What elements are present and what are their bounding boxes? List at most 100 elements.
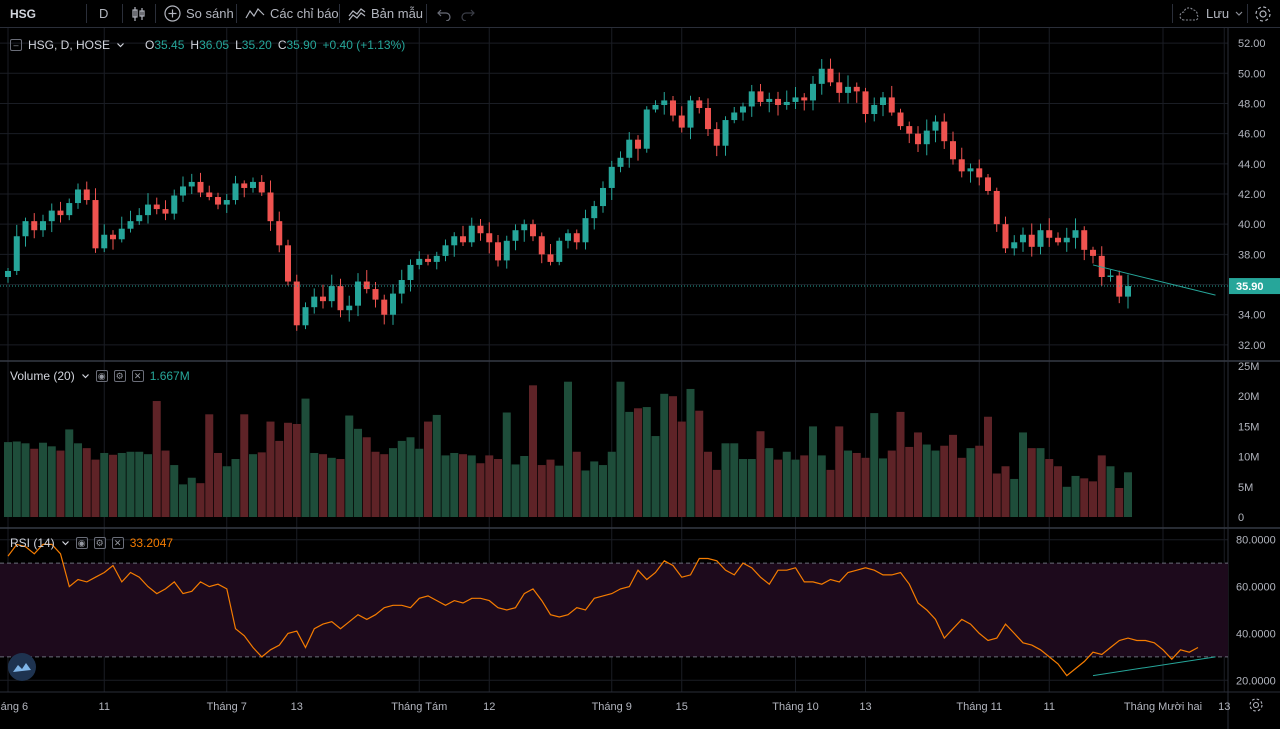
candle-body[interactable] xyxy=(145,204,151,216)
candle-body[interactable] xyxy=(1107,275,1114,277)
indicators-button[interactable]: Các chỉ báo xyxy=(245,0,339,27)
volume-bar[interactable] xyxy=(756,431,765,517)
volume-bar[interactable] xyxy=(205,414,214,517)
candle-body[interactable] xyxy=(83,189,90,201)
candle-body[interactable] xyxy=(66,203,73,216)
volume-bar[interactable] xyxy=(214,452,222,517)
candle-body[interactable] xyxy=(985,177,991,191)
volume-bar[interactable] xyxy=(1071,475,1080,517)
candle-body[interactable] xyxy=(678,115,685,128)
volume-bar[interactable] xyxy=(135,451,144,517)
volume-bar[interactable] xyxy=(485,455,494,517)
volume-bar[interactable] xyxy=(852,452,861,517)
candle-body[interactable] xyxy=(258,181,265,193)
volume-bar[interactable] xyxy=(1054,466,1062,517)
candle-body[interactable] xyxy=(407,264,414,281)
volume-bar[interactable] xyxy=(415,448,424,517)
candle-body[interactable] xyxy=(293,281,300,326)
chevron-down-icon[interactable] xyxy=(116,42,125,49)
candle-body[interactable] xyxy=(1037,230,1044,247)
candle-body[interactable] xyxy=(731,112,738,121)
volume-bar[interactable] xyxy=(669,396,677,517)
volume-bar[interactable] xyxy=(126,451,135,517)
chevron-down-icon[interactable] xyxy=(61,540,70,547)
rsi-title[interactable]: RSI (14) xyxy=(10,536,55,550)
candle-body[interactable] xyxy=(740,106,746,113)
candle-body[interactable] xyxy=(783,101,790,105)
volume-bar[interactable] xyxy=(511,464,520,517)
candle-body[interactable] xyxy=(267,192,274,222)
candle-body[interactable] xyxy=(687,100,694,128)
candle-body[interactable] xyxy=(1125,286,1131,297)
candle-body[interactable] xyxy=(722,120,729,146)
volume-bar[interactable] xyxy=(555,465,564,517)
candle-body[interactable] xyxy=(381,299,388,315)
settings-button[interactable] xyxy=(1254,0,1272,27)
candle-body[interactable] xyxy=(1028,234,1035,247)
volume-bar[interactable] xyxy=(922,444,931,517)
volume-bar[interactable] xyxy=(1001,466,1010,517)
trend-line[interactable] xyxy=(1092,264,1216,296)
volume-bar[interactable] xyxy=(817,455,826,517)
volume-bar[interactable] xyxy=(861,457,870,517)
candle-body[interactable] xyxy=(565,233,571,241)
candle-body[interactable] xyxy=(355,281,361,306)
volume-bar[interactable] xyxy=(65,429,74,517)
candle-body[interactable] xyxy=(92,200,99,249)
candle-body[interactable] xyxy=(337,286,344,311)
gear-icon[interactable]: ⚙ xyxy=(93,537,106,549)
candle-body[interactable] xyxy=(853,86,860,92)
candle-body[interactable] xyxy=(390,293,396,315)
gear-icon[interactable]: ⚙ xyxy=(113,370,126,382)
candle-body[interactable] xyxy=(836,82,843,93)
volume-bar[interactable] xyxy=(170,465,179,517)
candle-body[interactable] xyxy=(775,98,781,105)
volume-bar[interactable] xyxy=(529,385,537,517)
volume-bar[interactable] xyxy=(616,381,625,517)
volume-bar[interactable] xyxy=(695,410,704,517)
volume-bar[interactable] xyxy=(91,459,100,517)
tradingview-logo-icon[interactable] xyxy=(7,652,37,682)
candle-body[interactable] xyxy=(897,112,904,127)
candle-body[interactable] xyxy=(1011,242,1018,249)
candle-body[interactable] xyxy=(40,221,46,231)
candle-body[interactable] xyxy=(22,221,29,237)
volume-bar[interactable] xyxy=(109,454,117,517)
volume-bar[interactable] xyxy=(74,443,82,517)
volume-bar[interactable] xyxy=(590,461,599,517)
volume-bar[interactable] xyxy=(651,436,660,517)
candle-body[interactable] xyxy=(696,100,703,108)
candle-body[interactable] xyxy=(486,233,493,243)
candle-body[interactable] xyxy=(888,97,895,113)
volume-bar[interactable] xyxy=(1097,455,1106,517)
volume-bar[interactable] xyxy=(397,440,406,517)
volume-bar[interactable] xyxy=(581,470,590,517)
rsi-line[interactable] xyxy=(7,543,1199,677)
rsi-trend-line[interactable] xyxy=(1092,656,1216,677)
candle-body[interactable] xyxy=(713,129,720,146)
volume-bar[interactable] xyxy=(774,459,782,517)
candle-body[interactable] xyxy=(845,86,851,93)
volume-bar[interactable] xyxy=(686,388,695,517)
volume-bar[interactable] xyxy=(809,426,817,517)
volume-bar[interactable] xyxy=(117,452,126,517)
volume-bar[interactable] xyxy=(984,416,992,517)
candle-body[interactable] xyxy=(976,168,983,178)
candle-body[interactable] xyxy=(477,225,484,234)
candle-body[interactable] xyxy=(363,281,370,290)
volume-bar[interactable] xyxy=(100,452,109,517)
volume-bar[interactable] xyxy=(406,437,415,517)
volume-bar[interactable] xyxy=(459,454,467,517)
candle-body[interactable] xyxy=(880,97,886,105)
candle-body[interactable] xyxy=(241,183,248,188)
candle-body[interactable] xyxy=(1090,249,1096,256)
candle-body[interactable] xyxy=(1046,230,1053,238)
volume-bar[interactable] xyxy=(301,398,310,517)
templates-button[interactable]: Bản mẫu xyxy=(348,0,423,27)
volume-bar[interactable] xyxy=(975,445,984,517)
candle-body[interactable] xyxy=(600,187,606,207)
volume-title[interactable]: Volume (20) xyxy=(10,369,75,383)
candle-body[interactable] xyxy=(1002,224,1009,249)
candle-body[interactable] xyxy=(818,68,825,84)
candle-body[interactable] xyxy=(346,305,353,311)
